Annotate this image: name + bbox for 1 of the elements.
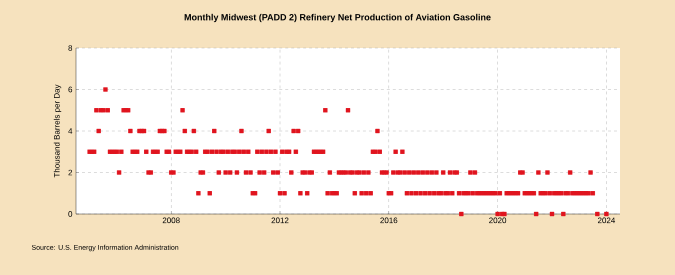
chart-title: Monthly Midwest (PADD 2) Refinery Net Production of Aviation Gasoline [184,14,491,22]
